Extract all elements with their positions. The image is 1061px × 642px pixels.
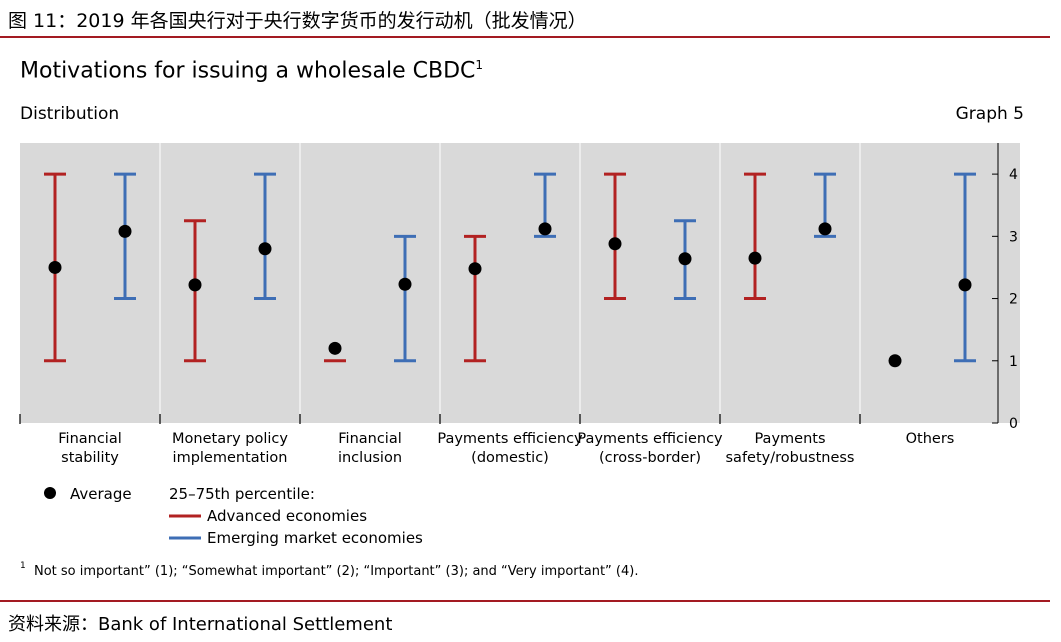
x-category-label: Others xyxy=(906,431,955,447)
average-dots xyxy=(48,222,972,368)
average-dot xyxy=(538,222,552,236)
x-category-label-line: inclusion xyxy=(338,450,402,466)
x-category-label-line: safety/robustness xyxy=(726,450,855,466)
legend-average-label: Average xyxy=(70,485,132,503)
chart-title-superscript: 1 xyxy=(475,58,484,72)
chart-title: Motivations for issuing a wholesale CBDC… xyxy=(20,58,483,83)
chart-canvas: 0 1 2 3 4 Financial stability Monetary policy i… xyxy=(19,143,1020,579)
average-dot xyxy=(678,252,692,266)
x-category-label-line: stability xyxy=(61,450,119,466)
x-category-label-line: (domestic) xyxy=(471,450,549,466)
chart-subtitle: Distribution xyxy=(20,104,120,124)
top-divider xyxy=(0,36,1050,38)
plot-area xyxy=(20,143,1020,423)
footnote: Not so important” (1); “Somewhat importa… xyxy=(34,564,638,579)
x-category-label-line: Financial xyxy=(58,431,122,447)
average-dot xyxy=(818,222,832,236)
average-dot xyxy=(608,237,622,251)
chart-title-text: Motivations for issuing a wholesale CBDC xyxy=(20,58,476,84)
legend: Average 25–75th percentile: Advanced eco… xyxy=(44,485,423,547)
legend-average-marker xyxy=(44,487,56,499)
x-category-label: Financial stability xyxy=(58,431,122,466)
vertical-gridlines xyxy=(159,143,861,423)
average-dot xyxy=(48,260,62,274)
source-note: 资料来源：Bank of International Settlement xyxy=(8,614,393,635)
figure-title: 图 11：2019 年各国央行对于央行数字货币的发行动机（批发情况） xyxy=(8,10,587,32)
y-axis: 0 1 2 3 4 xyxy=(992,143,1018,432)
average-dot xyxy=(958,278,972,292)
average-dot xyxy=(398,277,412,291)
x-category-label: Monetary policy implementation xyxy=(172,431,288,466)
legend-percentile-label: 25–75th percentile: xyxy=(169,485,315,503)
average-dot xyxy=(188,278,202,292)
average-dot xyxy=(748,251,762,265)
average-dot xyxy=(258,242,272,256)
y-tick-label: 0 xyxy=(1009,416,1018,432)
average-dot xyxy=(328,341,342,355)
average-dot xyxy=(118,224,132,238)
x-category-label-line: implementation xyxy=(173,450,288,466)
x-category-label: Payments efficiency (cross-border) xyxy=(577,431,723,466)
y-tick-label: 1 xyxy=(1009,354,1018,370)
x-category-label-line: Others xyxy=(906,431,955,447)
x-category-label: Payments efficiency (domestic) xyxy=(437,431,583,466)
x-category-label-line: Payments xyxy=(754,431,825,447)
x-category-label: Payments safety/robustness xyxy=(726,431,855,466)
average-dot xyxy=(888,354,902,368)
y-tick-label: 3 xyxy=(1009,229,1018,245)
x-category-label-line: (cross-border) xyxy=(599,450,701,466)
average-dot xyxy=(468,262,482,276)
graph-number: Graph 5 xyxy=(955,104,1024,124)
x-category-label-line: Payments efficiency xyxy=(577,431,723,447)
x-category-label-line: Financial xyxy=(338,431,402,447)
x-category-label-line: Payments efficiency xyxy=(437,431,583,447)
x-category-label: Financial inclusion xyxy=(338,431,402,466)
y-tick-label: 2 xyxy=(1009,292,1018,308)
legend-emerging-label: Emerging market economies xyxy=(207,529,423,547)
bottom-divider xyxy=(0,600,1050,602)
x-axis: Financial stability Monetary policy impleme… xyxy=(19,414,955,466)
footnote-marker: 1 xyxy=(20,561,26,571)
x-category-label-line: Monetary policy xyxy=(172,431,288,447)
legend-advanced-label: Advanced economies xyxy=(207,507,367,525)
y-tick-label: 4 xyxy=(1009,167,1018,183)
